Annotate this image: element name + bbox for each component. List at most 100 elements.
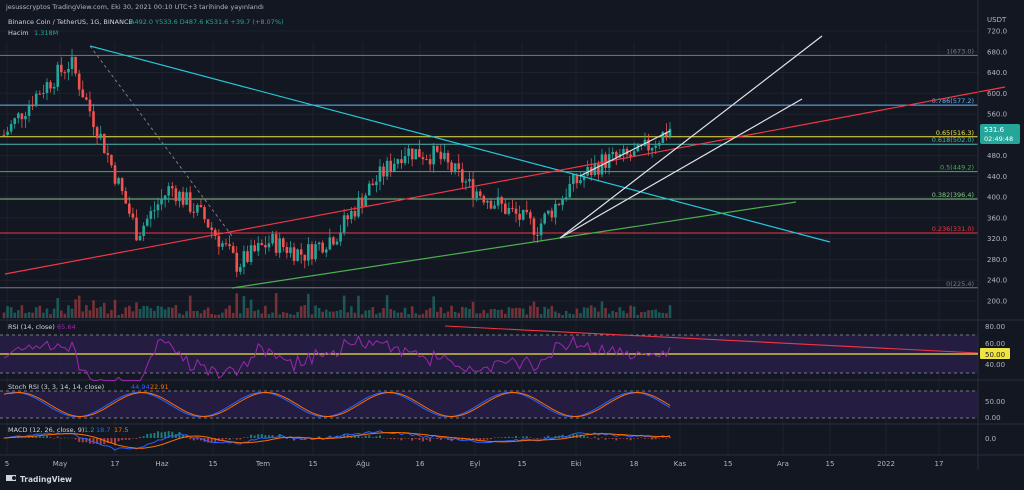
candle-body	[360, 197, 364, 207]
volume-bar	[650, 310, 654, 318]
volume-bar	[281, 311, 285, 318]
volume-bar	[503, 313, 507, 318]
macd-hist-bar	[357, 435, 360, 438]
volume-bar	[550, 305, 554, 318]
volume-bar	[396, 312, 400, 318]
volume-bar	[432, 296, 435, 318]
macd-hist-bar	[640, 437, 643, 438]
macd-hist-bar	[239, 438, 242, 440]
time-tick-label: Eki	[571, 460, 581, 468]
trend-lines[interactable]	[4, 35, 1006, 289]
macd-hist-bar	[450, 438, 453, 442]
macd-hist-bar	[382, 437, 385, 439]
time-tick-label: 17	[935, 460, 944, 468]
macd-hist-bar	[597, 438, 600, 440]
candle-body	[124, 191, 128, 204]
volume-bar	[289, 314, 292, 318]
last-price-countdown: 02:49:48	[984, 135, 1013, 143]
fib-level-label: 0.65(516.3)	[936, 129, 974, 137]
candle-body	[113, 165, 117, 184]
volume-bar	[493, 308, 496, 318]
candle-body	[461, 169, 464, 183]
macd-hist-bar	[547, 435, 550, 438]
macd-hist-bar	[654, 438, 657, 440]
fib-retracement[interactable]: 1(673.0) 0.786(577.2) 0.65(516.3)0.618(502…	[0, 47, 978, 289]
macd-hist-bar	[228, 438, 231, 440]
macd-hist-bar	[128, 438, 131, 440]
macd-hist-bar	[232, 437, 235, 439]
macd-hist-bar	[182, 435, 185, 438]
volume-bar	[611, 310, 615, 318]
rsi-title[interactable]: RSI (14, close)	[8, 323, 55, 331]
volume-bar	[310, 314, 314, 318]
candle-body	[117, 178, 120, 184]
candle-body	[521, 209, 525, 220]
candle-body	[382, 166, 385, 177]
channel-inner-line[interactable]	[579, 130, 671, 177]
macd-v3: 17.5	[114, 426, 128, 434]
candle-body	[170, 186, 174, 189]
macd-hist-bar	[515, 435, 518, 438]
macd-hist-bar	[643, 438, 646, 439]
stoch-title[interactable]: Stoch RSI (3, 3, 14, 14, close)	[8, 383, 104, 391]
volume-bar	[439, 307, 443, 318]
candle-body	[281, 238, 285, 248]
volume-bar	[378, 312, 382, 318]
macd-hist-bar	[669, 436, 671, 438]
candle-body	[511, 208, 514, 210]
tradingview-logo	[6, 475, 16, 481]
candle-body	[131, 213, 135, 218]
volume-bar	[450, 305, 453, 318]
candle-body	[536, 234, 539, 236]
rising-green-trendline[interactable]	[231, 201, 797, 289]
time-tick-label: Ara	[777, 460, 789, 468]
rsi-tick-40: 40.00	[985, 361, 1005, 369]
candle-body	[292, 247, 296, 261]
channel-lower-line[interactable]	[559, 98, 803, 239]
volume-bar	[486, 313, 489, 318]
candle-body	[543, 213, 546, 224]
candle-body	[489, 200, 493, 209]
rsi-trendline[interactable]	[444, 325, 979, 354]
time-axis[interactable]: 5 May 17 Haz 15 Tem 15 Ağu 16 Eyl 15 Eki 18 Kas 15 Ara 1…	[5, 460, 944, 468]
volume-bar	[163, 309, 167, 318]
candle-body	[661, 132, 665, 143]
volume-bars	[2, 293, 672, 318]
symbol-title[interactable]: Binance Coin / TetherUS, 1G, BINANCE	[8, 18, 133, 26]
candle-body	[371, 183, 375, 186]
footer-brand: TradingView	[20, 475, 72, 484]
volume-bar	[49, 314, 52, 318]
macd-hist-bar	[411, 438, 414, 441]
price-axis[interactable]: 720.0680.0640.0600.0560.0520.0480.0440.0…	[987, 28, 1007, 306]
channel-upper-line[interactable]	[559, 35, 823, 239]
macd-hist-bar	[633, 438, 636, 439]
candle-body	[611, 151, 615, 155]
macd-hist-bar	[56, 436, 59, 438]
macd-hist-bar	[396, 438, 399, 439]
candle-body	[299, 249, 303, 255]
macd-hist-bar	[622, 438, 625, 439]
candle-body	[342, 215, 346, 233]
volume-bar	[24, 313, 27, 318]
price-tick-label: 640.0	[987, 69, 1007, 77]
fib-level-label: 0.382(396.4)	[932, 191, 974, 199]
volume-bar	[332, 311, 335, 318]
stoch-d-value: 22.91	[150, 383, 169, 391]
macd-hist-bar	[472, 438, 475, 441]
macd-hist-bar	[106, 438, 109, 443]
candle-body	[120, 178, 124, 192]
candle-body	[149, 211, 153, 219]
rising-red-trendline[interactable]	[4, 86, 1006, 275]
volume-bar	[92, 300, 95, 318]
candle-body	[593, 163, 597, 175]
macd-title[interactable]: MACD (12, 26, close, 9)	[8, 426, 84, 434]
volume-bar	[564, 310, 568, 318]
volume-bar	[307, 293, 310, 318]
candle-body	[163, 195, 167, 199]
candle-body	[353, 211, 357, 217]
volume-bar	[457, 312, 461, 318]
volume-bar	[174, 305, 178, 318]
descending-trendline[interactable]	[89, 45, 831, 243]
volume-bar	[453, 311, 457, 318]
